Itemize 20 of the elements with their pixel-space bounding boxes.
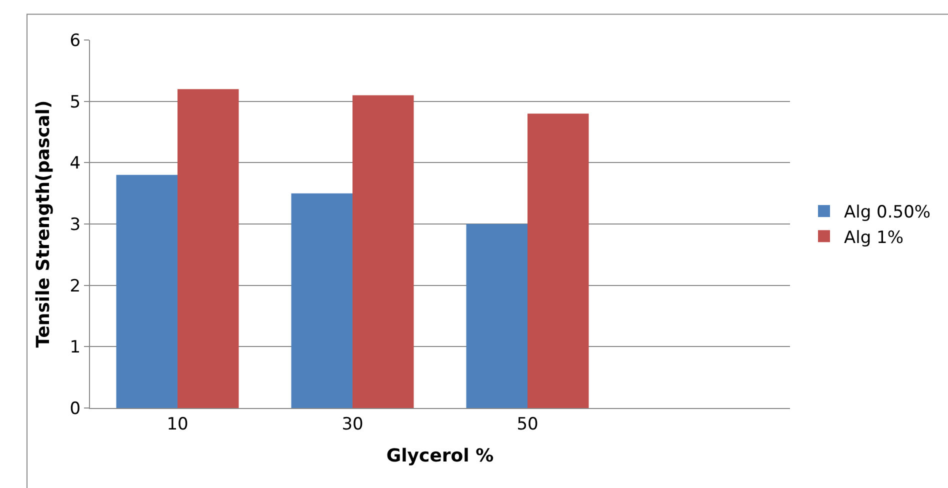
x-axis-title: Glycerol % — [386, 446, 494, 466]
bar — [352, 95, 414, 408]
bar — [528, 114, 589, 408]
x-tick-label: 30 — [342, 414, 364, 434]
bar — [466, 224, 528, 408]
y-tick-label: 5 — [70, 92, 81, 112]
y-tick-label: 1 — [70, 338, 81, 358]
bar — [178, 89, 239, 408]
y-tick-label: 4 — [70, 154, 81, 174]
x-tick-label: 10 — [166, 414, 188, 434]
bar — [116, 174, 178, 408]
legend-label: Alg 1% — [844, 228, 904, 248]
y-tick-label: 3 — [70, 214, 81, 235]
y-axis-title: Tensile Strength(pascal) — [32, 100, 54, 348]
y-tick-label: 0 — [70, 398, 81, 419]
bar — [291, 193, 352, 408]
y-tick-label: 2 — [70, 276, 81, 296]
y-tick-label: 6 — [70, 30, 81, 51]
x-tick-label: 50 — [516, 414, 538, 434]
legend-label: Alg 0.50% — [844, 202, 931, 223]
